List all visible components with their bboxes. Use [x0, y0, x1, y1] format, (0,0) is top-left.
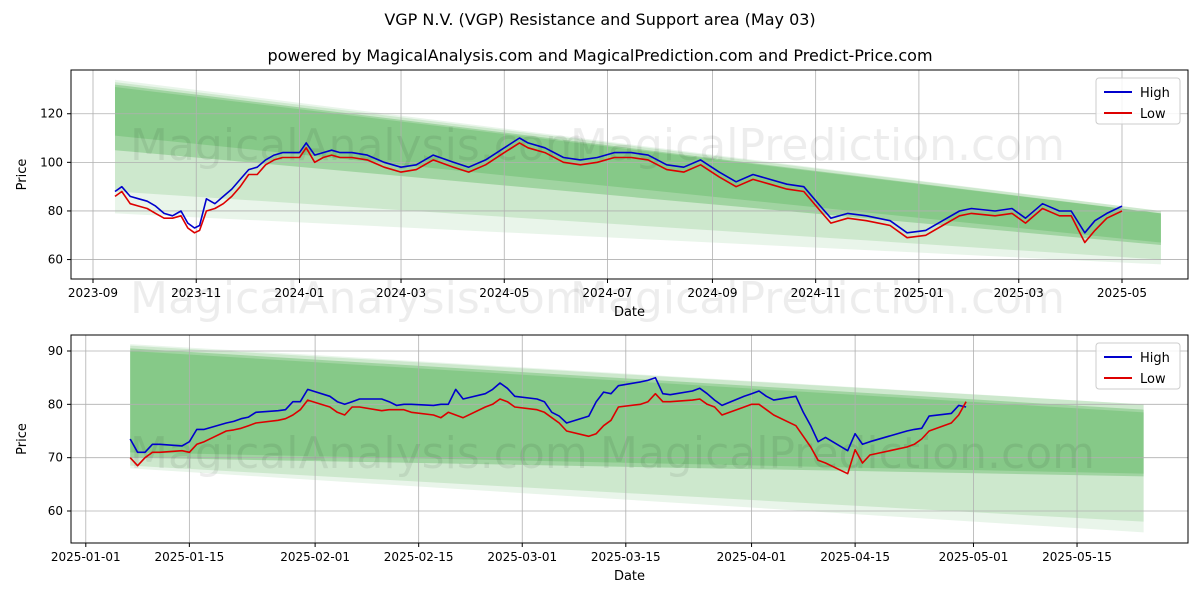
- x-tick-label: 2025-04-01: [717, 550, 787, 564]
- watermark-text: MagicalPrediction.com: [570, 273, 1065, 324]
- x-tick-label: 2025-02-01: [280, 550, 350, 564]
- y-tick-label: 100: [40, 155, 63, 169]
- x-tick-label: 2025-05-15: [1042, 550, 1112, 564]
- x-tick-label: 2023-09: [68, 286, 118, 300]
- x-axis-label: Date: [614, 305, 645, 320]
- y-axis-label: Price: [15, 159, 30, 191]
- x-tick-label: 2025-02-15: [384, 550, 454, 564]
- watermark-text: MagicalAnalysis.com: [130, 120, 588, 171]
- watermark-text: MagicalAnalysis.com: [130, 273, 588, 324]
- chart-bottom: MagicalAnalysis.com MagicalPrediction.com…: [15, 334, 1189, 584]
- y-tick-label: 90: [48, 344, 63, 358]
- x-tick-label: 2024-01: [274, 286, 324, 300]
- x-tick-label: 2024-03: [376, 286, 426, 300]
- x-tick-label: 2025-01-15: [154, 550, 224, 564]
- legend-label-high: High: [1140, 351, 1170, 366]
- y-tick-label: 120: [40, 107, 63, 121]
- x-tick-label: 2025-03-15: [591, 550, 661, 564]
- band-area: [115, 82, 1161, 260]
- series-line-high: [114, 137, 1123, 234]
- x-tick-label: 2024-09: [687, 286, 737, 300]
- plot-frame: [70, 69, 1189, 280]
- band-area: [130, 351, 1144, 474]
- legend-label-low: Low: [1140, 107, 1166, 122]
- x-tick-label: 2025-05: [1097, 286, 1147, 300]
- x-axis-label: Date: [614, 569, 645, 584]
- y-tick-label: 80: [48, 204, 63, 218]
- x-tick-label: 2025-03: [994, 286, 1044, 300]
- band-area: [115, 87, 1161, 243]
- watermark-text: MagicalPrediction.com: [600, 428, 1095, 479]
- x-tick-label: 2024-11: [791, 286, 841, 300]
- chart-top: MagicalAnalysis.comMagicalPrediction.com…: [15, 69, 1189, 324]
- chart-subtitle: powered by MagicalAnalysis.com and Magic…: [267, 46, 933, 65]
- y-tick-label: 60: [48, 504, 63, 518]
- band-area: [115, 79, 1161, 265]
- x-tick-label: 2025-03-01: [487, 550, 557, 564]
- band-area: [130, 348, 1144, 477]
- series-line-low: [114, 142, 1123, 244]
- series-line-low: [129, 392, 967, 475]
- y-tick-label: 80: [48, 397, 63, 411]
- x-tick-label: 2025-05-01: [939, 550, 1009, 564]
- x-tick-label: 2025-01-01: [51, 550, 121, 564]
- x-tick-label: 2024-07: [582, 286, 632, 300]
- y-tick-label: 60: [48, 253, 63, 267]
- legend-box: [1095, 77, 1181, 125]
- x-tick-label: 2025-01: [894, 286, 944, 300]
- legend-label-low: Low: [1140, 372, 1166, 387]
- x-tick-label: 2024-05: [479, 286, 529, 300]
- y-axis-label: Price: [15, 423, 30, 455]
- band-area: [130, 344, 1144, 533]
- y-tick-label: 70: [48, 451, 63, 465]
- series-line-high: [129, 376, 967, 454]
- band-area: [115, 84, 1161, 245]
- watermark-text: MagicalPrediction.com: [570, 120, 1065, 171]
- watermark-text: MagicalAnalysis.com: [130, 428, 588, 479]
- legend-label-high: High: [1140, 86, 1170, 101]
- legend-box: [1095, 342, 1181, 390]
- chart-title: VGP N.V. (VGP) Resistance and Support ar…: [384, 10, 816, 29]
- band-area: [130, 345, 1144, 522]
- x-tick-label: 2025-04-15: [820, 550, 890, 564]
- plot-frame: [70, 334, 1189, 544]
- x-tick-label: 2023-11: [171, 286, 221, 300]
